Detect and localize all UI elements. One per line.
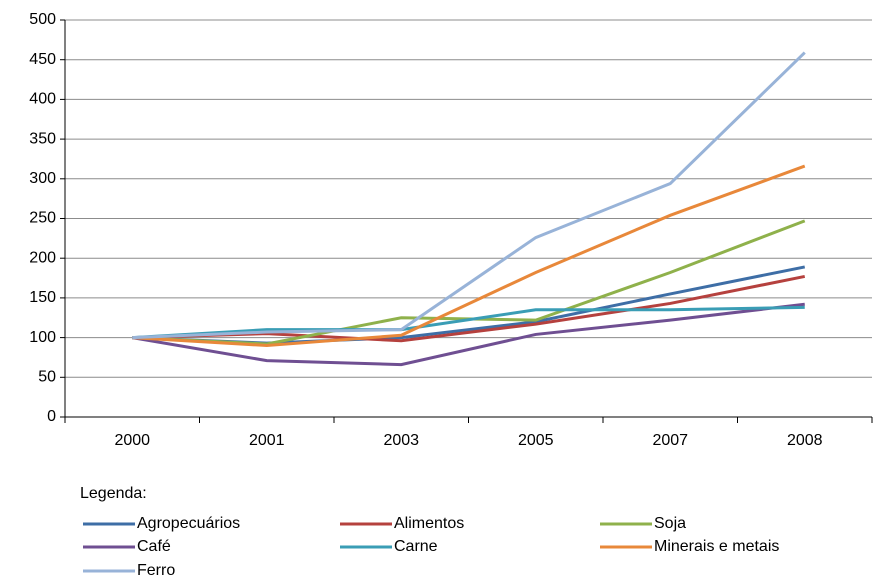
x-tick-label: 2008 (787, 432, 823, 449)
series-line (131, 302, 805, 367)
y-tick-label: 350 (29, 130, 56, 147)
y-tick-label: 200 (29, 249, 56, 266)
legend-label: Carne (394, 538, 438, 555)
x-tick-label: 2001 (249, 432, 285, 449)
y-tick-label: 100 (29, 329, 56, 346)
y-tick-label: 500 (29, 11, 56, 28)
legend-label: Soja (654, 515, 686, 532)
legend-label: Café (137, 538, 171, 555)
legend-label: Alimentos (394, 515, 464, 532)
y-tick-label: 150 (29, 289, 56, 306)
series-line (132, 305, 805, 340)
x-tick-label: 2000 (114, 432, 150, 449)
x-tick-label: 2007 (652, 432, 688, 449)
x-tick-label: 2003 (383, 432, 419, 449)
series-line (132, 164, 806, 348)
legend-title: Legenda: (80, 485, 147, 502)
legend-label: Ferro (137, 562, 175, 579)
x-tick-label: 2005 (518, 432, 554, 449)
y-tick-label: 50 (38, 369, 56, 386)
legend-label: Agropecuários (137, 515, 240, 532)
y-tick-label: 300 (29, 170, 56, 187)
series-line (132, 51, 806, 340)
y-tick-label: 250 (29, 210, 56, 227)
legend-label: Minerais e metais (654, 538, 779, 555)
y-tick-label: 450 (29, 51, 56, 68)
y-tick-label: 0 (47, 408, 56, 425)
y-tick-label: 400 (29, 91, 56, 108)
